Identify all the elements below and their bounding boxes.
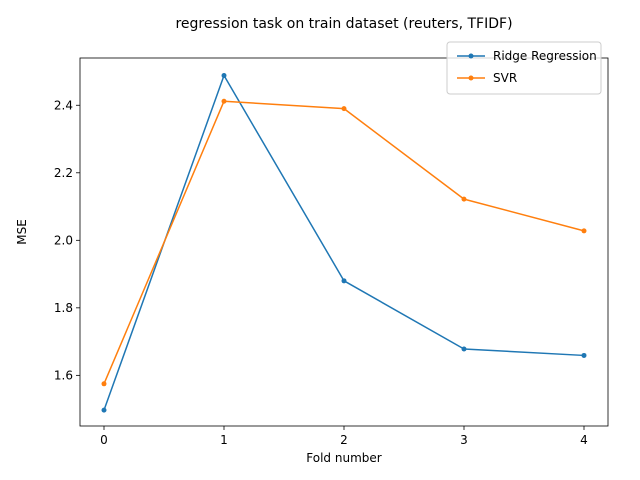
y-axis: 1.6 1.8 2.0 2.2 2.4 [54,98,80,382]
data-point [221,98,227,104]
series-layer [101,73,587,413]
y-tick-label: 1.6 [54,368,73,382]
data-point [221,73,227,79]
y-tick-label: 2.4 [54,98,73,112]
legend-item: SVR [457,71,517,85]
x-axis-title: Fold number [306,451,381,465]
y-tick-label: 1.8 [54,301,73,315]
series-svr [101,98,587,387]
legend: Ridge Regression SVR [446,41,602,95]
x-tick-label: 0 [100,433,108,447]
legend-label: Ridge Regression [493,49,597,63]
x-tick-label: 2 [340,433,348,447]
legend-marker [468,75,474,81]
x-axis: 0 1 2 3 4 [100,426,588,447]
series-ridge-regression [101,73,587,413]
x-tick-label: 4 [580,433,588,447]
data-point [581,352,587,358]
x-tick-label: 3 [460,433,468,447]
data-point [341,278,347,284]
legend-label: SVR [493,71,517,85]
data-point [101,407,107,413]
data-point [581,228,587,234]
data-point [101,381,107,387]
legend-box [446,41,602,95]
legend-item: Ridge Regression [457,49,597,63]
legend-marker [468,53,474,59]
data-point [341,106,347,112]
chart-title: regression task on train dataset (reuter… [175,16,512,32]
y-tick-label: 2.2 [54,166,73,180]
x-tick-label: 1 [220,433,228,447]
y-axis-title: MSE [15,219,29,245]
data-point [461,346,467,352]
data-point [461,196,467,202]
y-tick-label: 2.0 [54,233,73,247]
